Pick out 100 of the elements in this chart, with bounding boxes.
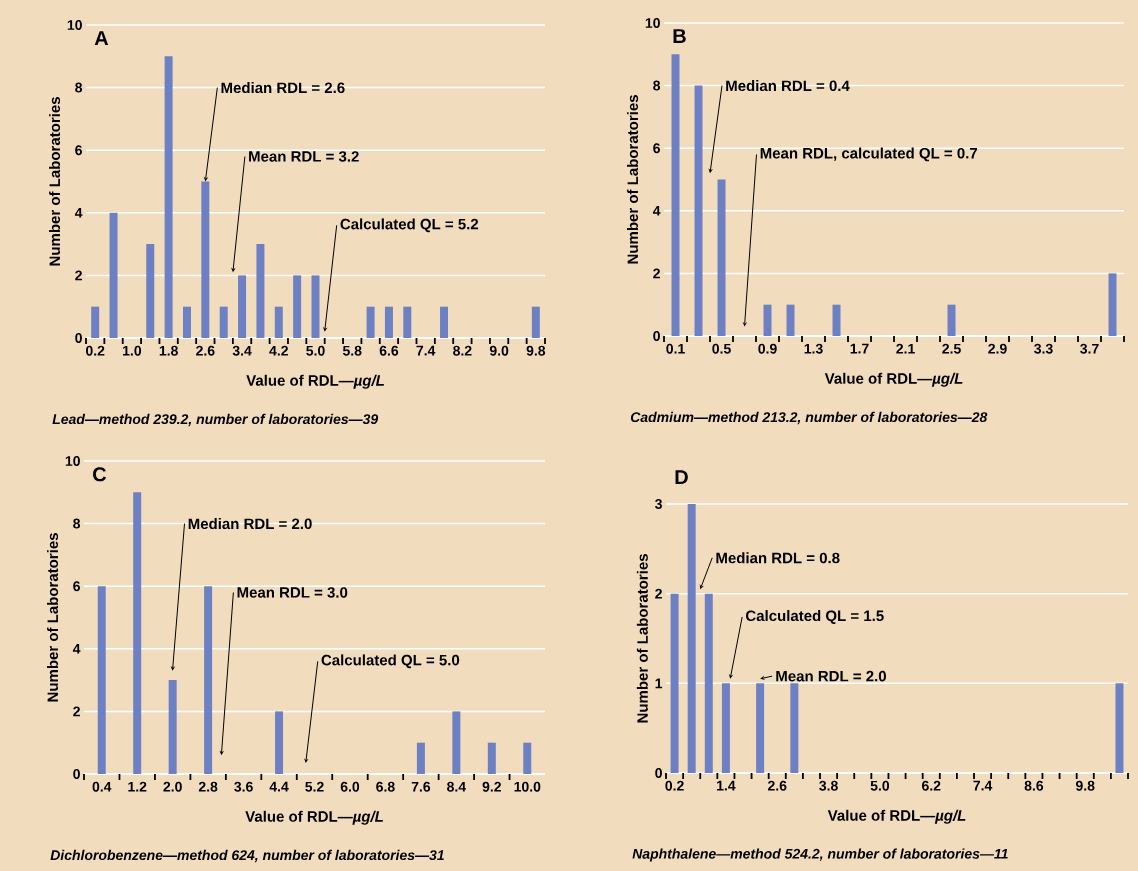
x-tick-label: 8.4 <box>447 781 467 792</box>
bar <box>832 304 841 336</box>
y-tick-label: 0 <box>73 769 80 779</box>
x-axis-title: Value of RDL—µg/L <box>246 374 384 389</box>
bar <box>274 306 283 338</box>
x-tick-label: 3.6 <box>234 781 253 792</box>
y-tick-label: 8 <box>75 82 83 93</box>
bar <box>275 711 284 774</box>
x-tick-label: 6.6 <box>379 345 399 356</box>
y-tick-label: 0 <box>653 331 660 341</box>
x-tick-label: 6.0 <box>340 781 360 792</box>
bar <box>440 306 449 338</box>
y-tick-label: 8 <box>653 80 661 91</box>
bar <box>487 742 496 774</box>
x-tick-label: 4.2 <box>269 345 288 356</box>
bar <box>109 212 118 338</box>
x-tick-label: 7.6 <box>411 781 431 792</box>
bar <box>452 711 461 774</box>
x-tick-label: 1.8 <box>159 345 178 356</box>
x-tick-label: 3.3 <box>1034 343 1053 354</box>
y-tick-label: 0 <box>655 768 662 778</box>
y-tick-label: 4 <box>72 643 81 654</box>
annotation: Mean RDL = 3.0 <box>237 587 348 598</box>
y-axis-title: Number of Laboratories <box>636 554 648 723</box>
annotation: Mean RDL = 3.2 <box>249 151 359 162</box>
bar <box>694 85 703 336</box>
annotation: Calculated QL = 5.0 <box>321 654 460 669</box>
text: Dichlorobenzene—method 624, number of laboratories—31 <box>50 849 444 863</box>
bar <box>721 683 730 773</box>
x-tick-label: 6.8 <box>376 781 395 792</box>
x-tick-label: 3.4 <box>232 345 252 356</box>
x-tick-label: 1.7 <box>850 343 869 354</box>
text: Naphthalene—method 524.2, number of laboratories—11 <box>632 848 1008 862</box>
y-tick-label: 8 <box>73 518 81 529</box>
x-tick-label: 0.2 <box>665 780 684 791</box>
x-tick-label: 2.6 <box>767 780 787 791</box>
bar <box>97 586 106 774</box>
y-axis-title: Number of Laboratories <box>49 97 61 266</box>
x-tick-label: 5.0 <box>306 345 325 356</box>
x-tick-label: 2.1 <box>896 343 915 354</box>
bar <box>219 306 228 338</box>
x-tick-label: 3.7 <box>1080 343 1099 354</box>
text: Lead—method 239.2, number of laboratories—39 <box>52 413 379 427</box>
x-tick-label: 8.2 <box>453 345 472 356</box>
bar <box>311 275 320 338</box>
y-tick-label: 6 <box>653 143 660 154</box>
bar <box>146 244 155 338</box>
x-tick-label: 2.5 <box>942 343 961 354</box>
y-tick-label: 2 <box>653 268 660 279</box>
x-tick-label: 9.2 <box>482 781 501 792</box>
bar <box>168 680 177 774</box>
y-tick-label: 2 <box>655 588 662 599</box>
x-tick-label: 2.6 <box>196 345 215 356</box>
x-tick-label: 0.9 <box>758 343 777 354</box>
y-tick-label: 4 <box>652 205 661 216</box>
x-tick-label: 1.2 <box>128 781 147 792</box>
bar <box>671 54 680 336</box>
y-axis-title: Number of Laboratories <box>47 533 59 702</box>
y-tick-label: 3 <box>655 499 662 509</box>
chart-title: C <box>93 467 107 482</box>
bar <box>704 593 713 773</box>
bar <box>416 742 425 774</box>
bar <box>204 586 213 774</box>
bar <box>182 306 191 338</box>
bar <box>293 275 302 338</box>
bar <box>91 306 100 338</box>
annotation: Mean RDL, calculated QL = 0.7 <box>760 147 978 162</box>
x-tick-label: 0.4 <box>92 781 112 792</box>
x-tick-label: 6.2 <box>922 780 941 791</box>
x-tick-label: 9.0 <box>489 345 509 356</box>
text: Cadmium—method 213.2, number of laboratories—28 <box>630 411 988 425</box>
bar <box>256 244 265 338</box>
x-tick-label: 7.4 <box>973 780 993 791</box>
bar <box>531 306 540 338</box>
chart-title: A <box>94 31 109 45</box>
x-tick-label: 5.0 <box>870 780 890 791</box>
x-tick-label: 0.2 <box>86 345 105 356</box>
x-tick-label: 8.6 <box>1024 780 1044 791</box>
bar <box>238 275 247 338</box>
x-tick-label: 0.1 <box>666 343 685 354</box>
y-tick-label: 2 <box>73 706 80 717</box>
x-tick-label: 2.8 <box>198 781 218 792</box>
y-tick-label: 10 <box>65 456 80 466</box>
annotation: Calculated QL = 5.2 <box>340 218 479 233</box>
x-tick-label: 1.3 <box>804 343 823 354</box>
bar <box>790 683 799 773</box>
bar <box>947 304 956 336</box>
bar <box>763 304 772 336</box>
annotation: Median RDL = 2.6 <box>221 82 345 94</box>
bar <box>786 304 795 336</box>
bar <box>687 503 696 773</box>
y-tick-label: 1 <box>655 678 663 689</box>
bar <box>403 306 412 338</box>
x-tick-label: 9.8 <box>1075 780 1095 791</box>
bar <box>717 179 726 336</box>
y-axis-title: Number of Laboratories <box>627 95 639 264</box>
x-tick-label: 2.0 <box>163 781 182 792</box>
y-tick-label: 4 <box>74 207 83 218</box>
chart-title: B <box>673 29 686 43</box>
bar <box>1115 683 1124 773</box>
